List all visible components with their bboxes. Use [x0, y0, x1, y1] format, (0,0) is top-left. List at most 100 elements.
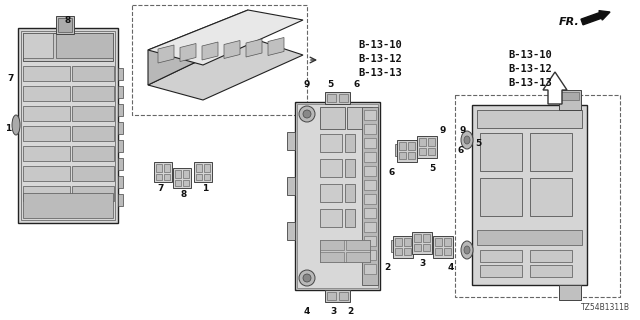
Bar [325, 290, 350, 302]
Bar [132, 5, 307, 115]
Text: 6: 6 [458, 146, 464, 155]
Bar [339, 292, 348, 300]
Polygon shape [148, 10, 248, 85]
Text: 2: 2 [347, 308, 353, 316]
Bar [204, 174, 210, 180]
Bar [23, 33, 53, 58]
Polygon shape [224, 41, 240, 59]
Bar [347, 107, 372, 129]
Bar [414, 234, 421, 242]
Bar [194, 162, 212, 182]
Text: 7: 7 [8, 74, 14, 83]
Bar [480, 250, 522, 262]
Text: 7: 7 [158, 183, 164, 193]
Bar [327, 94, 336, 102]
Text: 4: 4 [304, 308, 310, 316]
Bar [287, 132, 295, 150]
Text: 1: 1 [202, 183, 208, 193]
Bar [345, 159, 355, 177]
Bar [320, 184, 342, 202]
Ellipse shape [303, 110, 311, 118]
Bar [118, 86, 123, 98]
Bar [362, 107, 378, 285]
Bar [72, 66, 114, 81]
Bar [391, 240, 395, 252]
Bar [118, 158, 123, 170]
Bar [23, 126, 70, 141]
Bar [320, 240, 370, 262]
Text: 5: 5 [327, 79, 333, 89]
Bar [364, 152, 376, 162]
Bar [561, 92, 579, 100]
Bar [164, 174, 170, 180]
Ellipse shape [461, 131, 473, 149]
Polygon shape [246, 39, 262, 57]
Bar [364, 264, 376, 274]
Bar [339, 94, 348, 102]
FancyArrow shape [581, 11, 610, 25]
Polygon shape [180, 44, 196, 61]
Ellipse shape [299, 270, 315, 286]
Text: 9: 9 [440, 125, 446, 134]
Bar [419, 148, 426, 155]
Bar [320, 252, 344, 262]
Bar [287, 177, 295, 195]
Text: 8: 8 [181, 189, 187, 198]
Bar [72, 86, 114, 101]
Bar [397, 140, 417, 162]
Polygon shape [202, 42, 218, 60]
Bar [455, 95, 620, 297]
Bar [118, 68, 123, 80]
Bar [477, 230, 582, 245]
Text: 8: 8 [65, 15, 71, 25]
Bar [175, 180, 181, 186]
Bar [183, 170, 189, 178]
Bar [320, 159, 342, 177]
Bar [118, 176, 123, 188]
Bar [364, 250, 376, 260]
Text: 1: 1 [5, 124, 11, 132]
Bar [18, 28, 118, 223]
Bar [480, 265, 522, 277]
Bar [118, 140, 123, 152]
Bar [428, 138, 435, 146]
Bar [480, 133, 522, 171]
Bar [23, 33, 113, 61]
Bar [364, 222, 376, 232]
Bar [23, 106, 70, 121]
Bar [320, 107, 345, 129]
Ellipse shape [12, 115, 20, 135]
Bar [287, 222, 295, 240]
Bar [297, 104, 378, 288]
Bar [327, 292, 336, 300]
Polygon shape [148, 10, 303, 65]
Bar [364, 236, 376, 246]
Bar [530, 133, 572, 171]
Bar [196, 164, 202, 172]
Bar [428, 148, 435, 155]
Bar [23, 166, 70, 181]
Bar [183, 180, 189, 186]
Bar [399, 142, 406, 150]
Bar [175, 170, 181, 178]
Text: B-13-12: B-13-12 [508, 64, 552, 74]
Bar [404, 248, 411, 255]
Bar [395, 248, 402, 255]
Polygon shape [543, 72, 567, 104]
Text: 2: 2 [384, 263, 390, 273]
Bar [530, 250, 572, 262]
Bar [410, 236, 414, 248]
Polygon shape [158, 45, 174, 63]
Ellipse shape [464, 136, 470, 144]
Bar [325, 92, 350, 104]
Bar [423, 234, 430, 242]
Text: B-13-13: B-13-13 [358, 68, 402, 78]
Bar [72, 126, 114, 141]
Bar [56, 33, 113, 58]
Bar [173, 168, 191, 188]
Bar [415, 140, 419, 152]
Bar [530, 265, 572, 277]
Bar [444, 248, 451, 255]
Bar [444, 238, 451, 246]
Ellipse shape [464, 246, 470, 254]
